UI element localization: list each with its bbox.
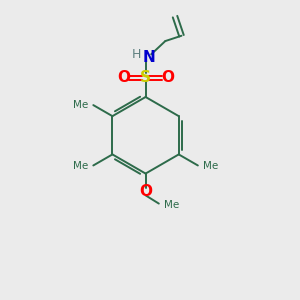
Text: Me: Me [164,200,179,210]
Text: O: O [139,184,152,199]
Text: N: N [143,50,155,65]
Text: O: O [161,70,174,86]
Text: H: H [132,48,141,62]
Text: Me: Me [203,161,218,171]
Text: O: O [117,70,130,86]
Text: S: S [140,70,151,86]
Text: Me: Me [73,161,88,171]
Text: Me: Me [73,100,88,110]
